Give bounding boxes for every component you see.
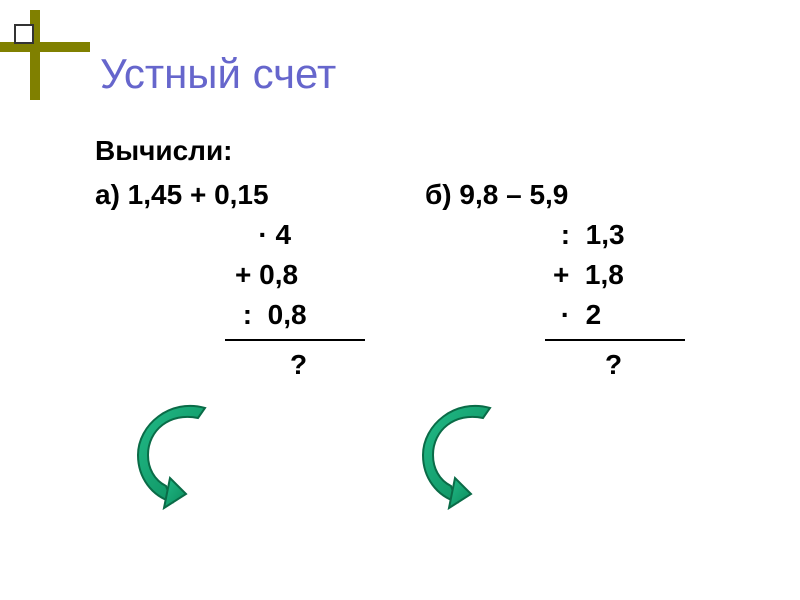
col-b-result: ? bbox=[425, 345, 715, 385]
subtitle: Вычисли: bbox=[95, 135, 233, 167]
col-b-divider bbox=[545, 339, 685, 341]
col-b-line2: : 1,3 bbox=[425, 215, 715, 255]
col-b-line4: · 2 bbox=[425, 295, 715, 335]
slide: Устный счет Вычисли: а) 1,45 + 0,15 · 4 … bbox=[0, 0, 800, 600]
col-a-line2: · 4 bbox=[95, 215, 425, 255]
columns: а) 1,45 + 0,15 · 4 + 0,8 : 0,8 ? б) 9,8 … bbox=[95, 175, 715, 385]
col-b-line3: + 1,8 bbox=[425, 255, 715, 295]
col-a-line3: + 0,8 bbox=[95, 255, 425, 295]
column-a: а) 1,45 + 0,15 · 4 + 0,8 : 0,8 ? bbox=[95, 175, 425, 385]
decor-square bbox=[14, 24, 34, 44]
col-a-line4: : 0,8 bbox=[95, 295, 425, 335]
curved-arrow-icon bbox=[415, 400, 505, 510]
slide-title: Устный счет bbox=[100, 50, 336, 98]
col-b-line1: б) 9,8 – 5,9 bbox=[425, 175, 715, 215]
col-a-result: ? bbox=[95, 345, 425, 385]
col-a-line1: а) 1,45 + 0,15 bbox=[95, 175, 425, 215]
column-b: б) 9,8 – 5,9 : 1,3 + 1,8 · 2 ? bbox=[425, 175, 715, 385]
col-a-divider bbox=[225, 339, 365, 341]
curved-arrow-icon bbox=[130, 400, 220, 510]
